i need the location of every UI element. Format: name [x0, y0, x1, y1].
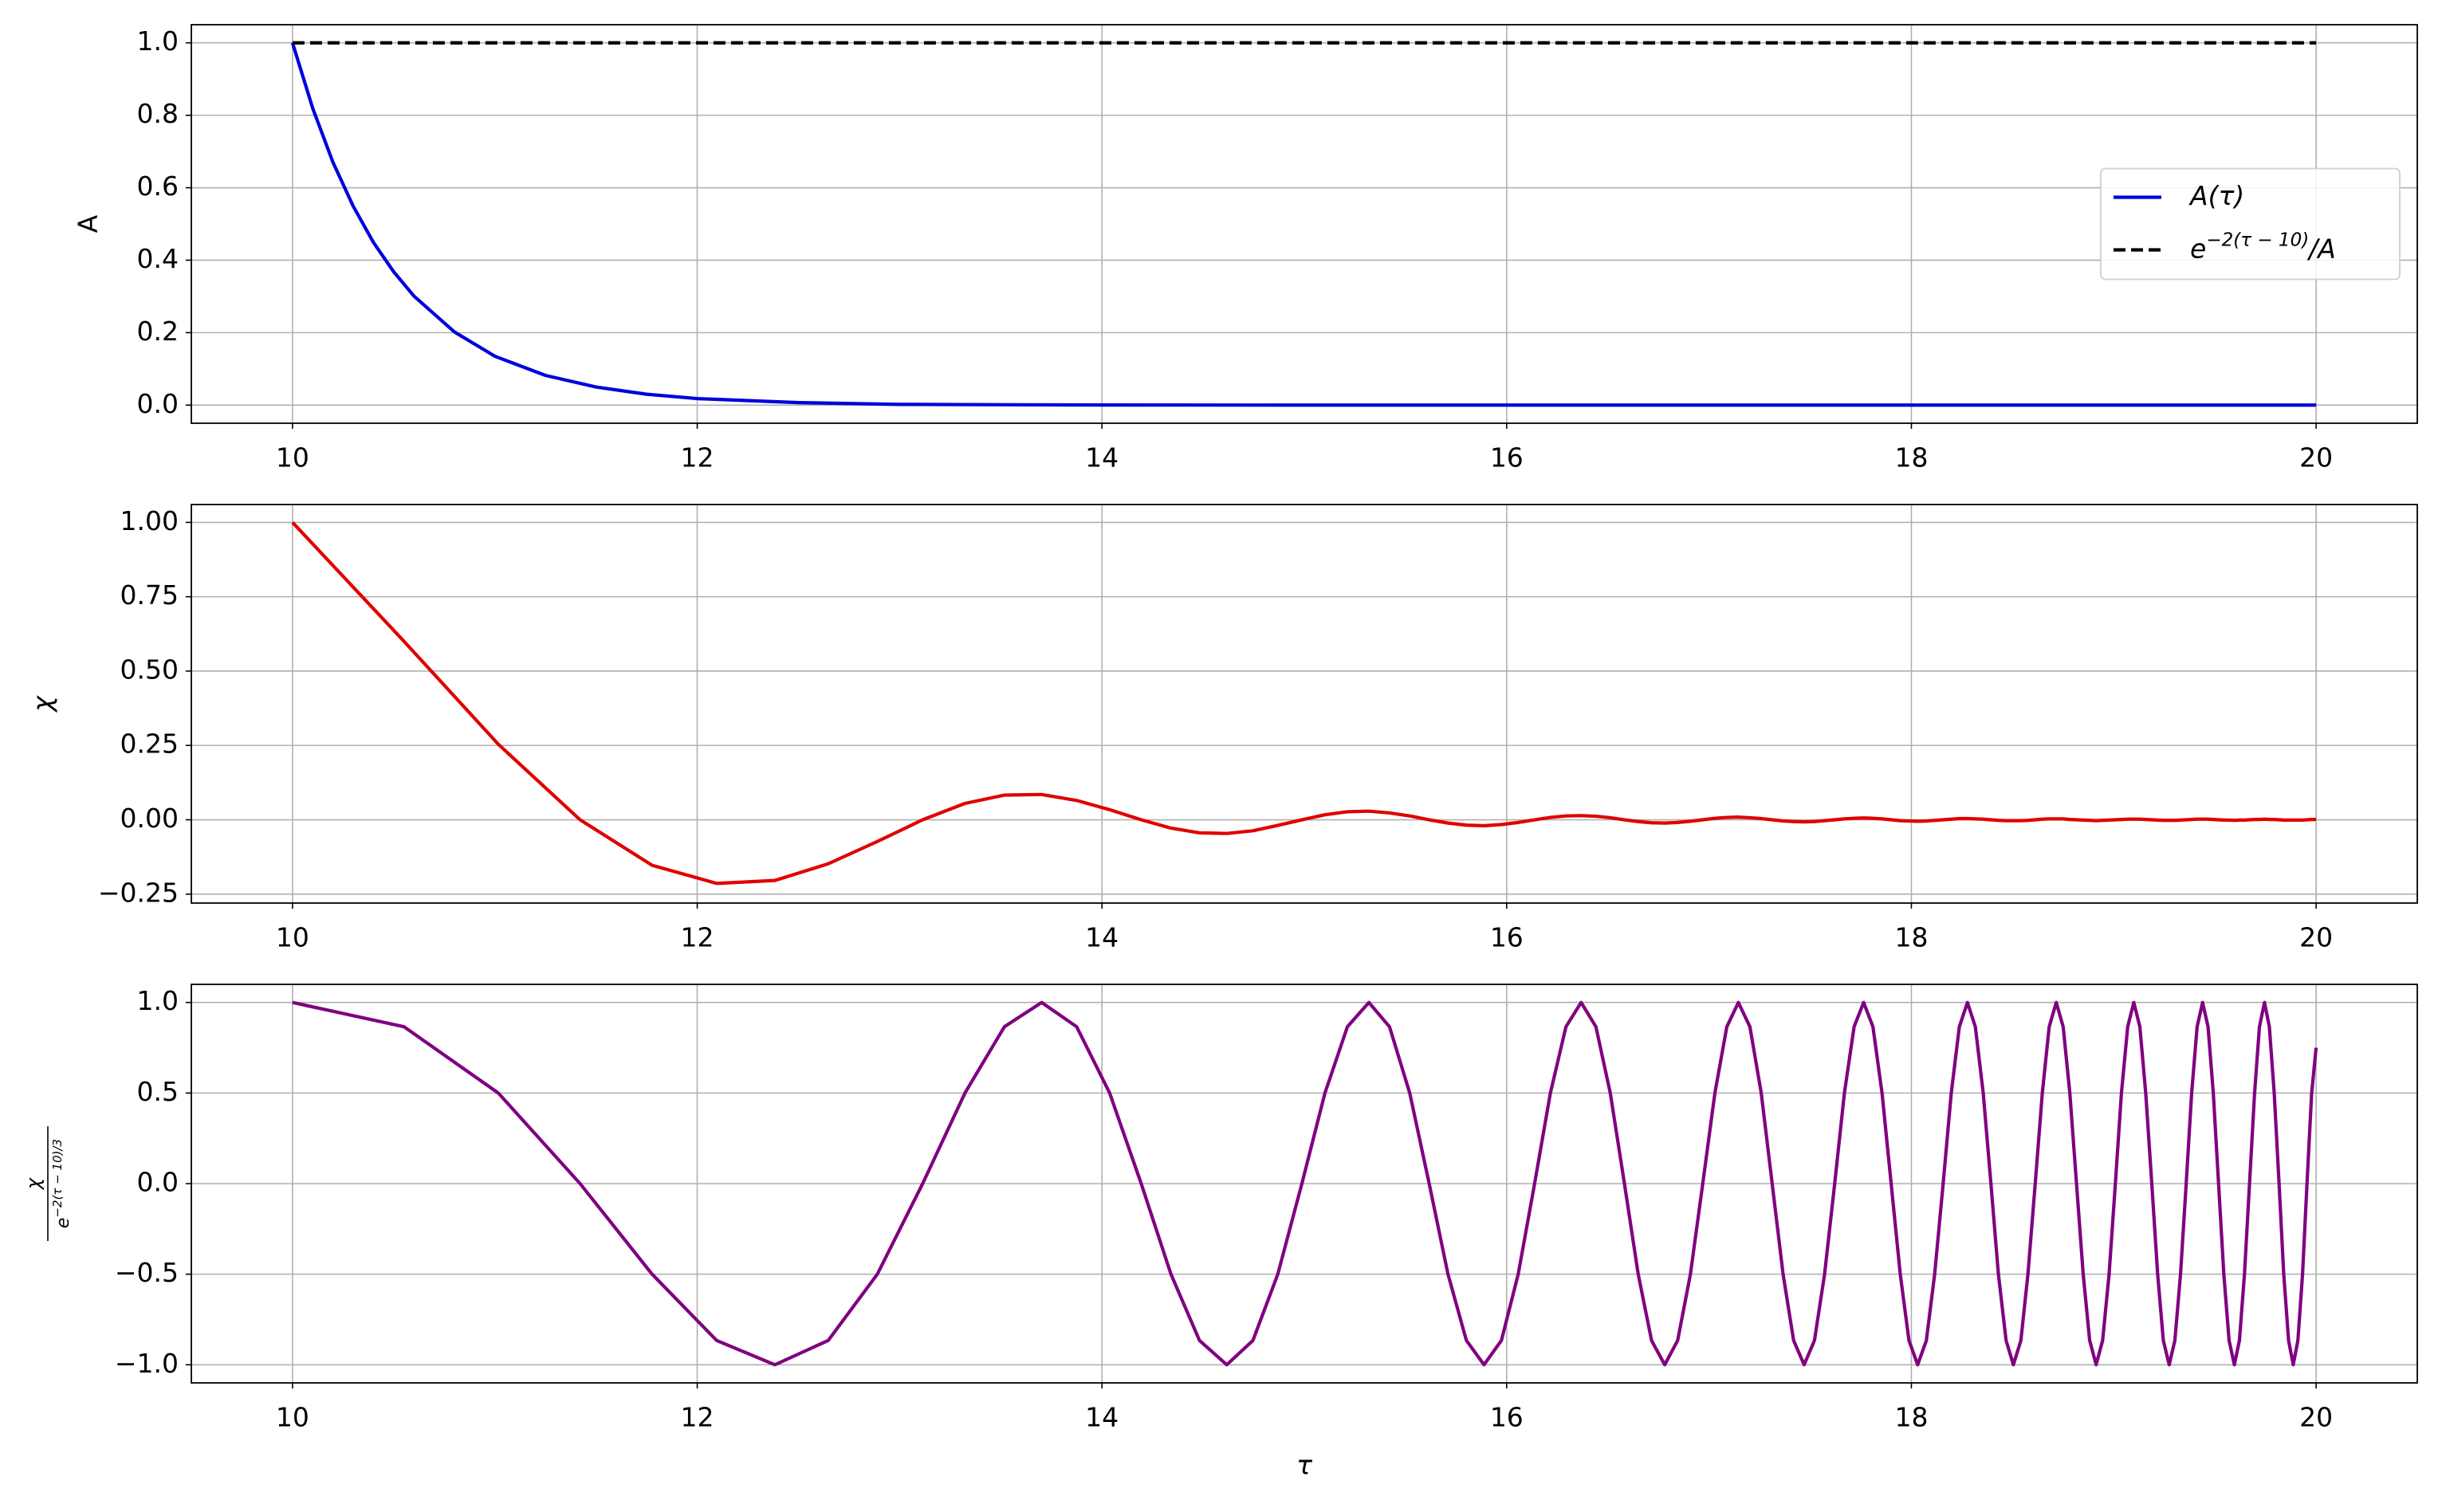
y-tick-label: 0.4	[137, 243, 179, 274]
y-tick-label: 1.00	[120, 505, 179, 536]
line-series	[291, 520, 2317, 886]
x-tick-label: 12	[681, 442, 714, 473]
y-tick-label: 1.0	[137, 26, 179, 57]
x-tick-label: 18	[1894, 922, 1928, 953]
x-tick-label: 18	[1894, 1402, 1928, 1433]
y-axis-label: A	[73, 214, 104, 233]
x-axis-label: τ	[1296, 1450, 1313, 1481]
x-tick-label: 10	[276, 922, 309, 953]
y-tick-label: 0.00	[120, 803, 179, 834]
y-tick-label: 0.8	[137, 98, 179, 129]
subplot: 10 12 14 16 18 20 −0.25 0.00 0.25 0.50 0.75 1.00 χ	[27, 504, 2418, 953]
x-tick-label: 14	[1085, 442, 1119, 473]
y-tick-label: 0.0	[137, 388, 179, 419]
denominator-exponent: −2(τ − 10)/3	[50, 1139, 65, 1218]
axes-frame	[191, 24, 2418, 424]
x-tick-label: 10	[276, 442, 309, 473]
y-tick-label: 1.0	[137, 985, 179, 1016]
x-tick-label: 16	[1490, 922, 1524, 953]
subplot: 10 12 14 16 18 20 0.0 0.2 0.4 0.6 0.8 1.0 A A(τ) e−2(τ…	[73, 24, 2418, 473]
axes-frame	[191, 984, 2418, 1384]
y-tick-label: 0.2	[137, 316, 179, 347]
x-tick-label: 16	[1490, 1402, 1524, 1433]
y-tick-label: 0.5	[137, 1076, 179, 1107]
legend: A(τ) e−2(τ − 10)/A	[2100, 167, 2401, 281]
denominator-base: e	[53, 1218, 73, 1229]
legend-label-exponent: −2(τ − 10)	[2206, 230, 2309, 250]
x-tick-label: 10	[276, 1402, 309, 1433]
y-label-denominator: e−2(τ − 10)/3	[50, 1139, 74, 1228]
x-tick-label: 20	[2299, 442, 2333, 473]
y-tick-label: −0.25	[98, 877, 179, 908]
line-series	[292, 1000, 2318, 1367]
y-tick-label: 0.6	[137, 171, 179, 202]
x-tick-label: 20	[2299, 922, 2333, 953]
x-tick-label: 20	[2299, 1402, 2333, 1433]
y-label-numerator: χ	[22, 1177, 45, 1191]
x-tick-label: 16	[1490, 442, 1524, 473]
y-tick-label: 0.50	[120, 654, 179, 685]
y-axis-label: χ	[27, 695, 58, 713]
y-tick-label: 0.25	[120, 729, 179, 760]
y-axis-label: χ e−2(τ − 10)/3	[22, 1126, 73, 1241]
line-series	[290, 42, 2317, 407]
legend-label: e−2(τ − 10)/A	[2190, 230, 2336, 264]
x-tick-label: 14	[1085, 1402, 1119, 1433]
x-tick-label: 12	[681, 922, 714, 953]
y-tick-label: −1.0	[115, 1348, 179, 1379]
legend-label-base: e	[2190, 233, 2206, 264]
subplot: 10 12 14 16 18 20 −1.0 −0.5 0.0 0.5 1.0 χ e−2(τ − 10…	[22, 984, 2418, 1481]
legend-label-tail: /A	[2306, 233, 2336, 264]
legend-label: A(τ)	[2188, 180, 2244, 211]
axes-frame	[191, 504, 2418, 904]
x-tick-label: 18	[1894, 442, 1928, 473]
x-tick-label: 14	[1085, 922, 1119, 953]
legend-box	[2100, 167, 2401, 281]
x-tick-label: 12	[681, 1402, 714, 1433]
y-tick-label: −0.5	[115, 1257, 179, 1288]
y-tick-label: 0.0	[137, 1167, 179, 1198]
y-tick-label: 0.75	[120, 579, 179, 611]
